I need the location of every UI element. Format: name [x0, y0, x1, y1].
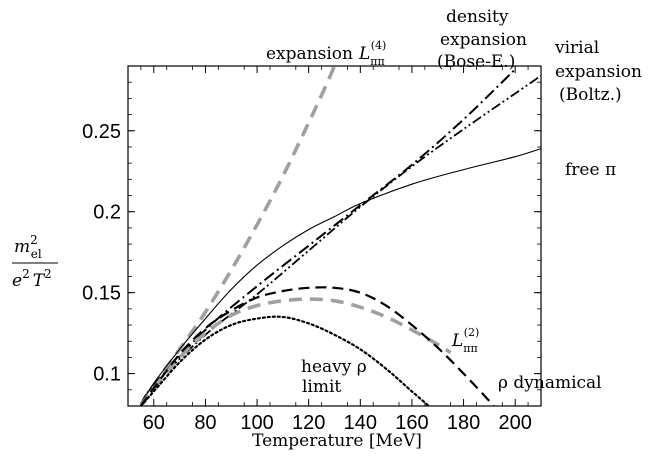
x-tick-label: 80	[194, 412, 216, 434]
y-axis-ticks: 0.1 0.15 0.2 0.25	[82, 81, 541, 391]
annotation-density-line1: density	[446, 7, 509, 27]
x-axis-ticks: 60 80 100 120 140 160 180 200	[140, 66, 532, 434]
y-tick-label: 0.25	[82, 121, 121, 143]
x-tick-label: 60	[143, 412, 165, 434]
y-axis-label: m2 el e2 T2	[12, 233, 58, 291]
ylabel-m-sup: 2	[30, 233, 38, 247]
annotation-virial-line1: virial	[554, 38, 599, 58]
series-line-4	[139, 297, 452, 406]
curves	[139, 66, 541, 406]
ylabel-T: T	[33, 271, 46, 291]
x-axis-label: Temperature [MeV]	[252, 431, 422, 451]
ylabel-m-sub: el	[31, 247, 42, 261]
annotation-heavy-line1: heavy ρ	[301, 357, 367, 377]
plot-frame	[127, 65, 542, 407]
x-tick-label: 120	[292, 412, 325, 434]
annotation-expansion-l4: expansion Lππ(4)	[266, 39, 386, 68]
y-tick-label: 0.2	[93, 202, 121, 224]
annotation-free-pi: free π	[565, 160, 616, 180]
series-line-5	[140, 286, 495, 406]
y-tick-label: 0.15	[82, 283, 121, 305]
ylabel-m: m	[14, 237, 30, 257]
annotation-heavy-line2: limit	[302, 377, 341, 397]
annotation-virial-line3: (Boltz.)	[559, 85, 622, 105]
x-tick-label: 200	[499, 412, 532, 434]
annotation-density-line2: expansion	[440, 30, 527, 50]
ylabel-T-sup: 2	[44, 267, 52, 281]
series-line-1	[140, 68, 516, 405]
annotation-virial-line2: expansion	[555, 62, 642, 82]
annotation-l2: Lππ(2)	[451, 326, 479, 355]
series-line-6	[139, 315, 431, 406]
ylabel-e-sup: 2	[22, 267, 30, 281]
x-tick-label: 140	[344, 412, 377, 434]
ylabel-e: e	[12, 271, 22, 291]
series-line-3	[140, 148, 541, 405]
x-tick-label: 160	[395, 412, 428, 434]
x-tick-label: 180	[447, 412, 480, 434]
annotation-rho-dynamical: ρ dynamical	[498, 373, 602, 393]
annotation-density-line3: (Bose-E.)	[437, 52, 515, 72]
y-tick-label: 0.1	[93, 364, 121, 386]
series-line-0	[139, 66, 337, 406]
x-tick-label: 100	[240, 412, 273, 434]
series-line-2	[140, 74, 541, 405]
